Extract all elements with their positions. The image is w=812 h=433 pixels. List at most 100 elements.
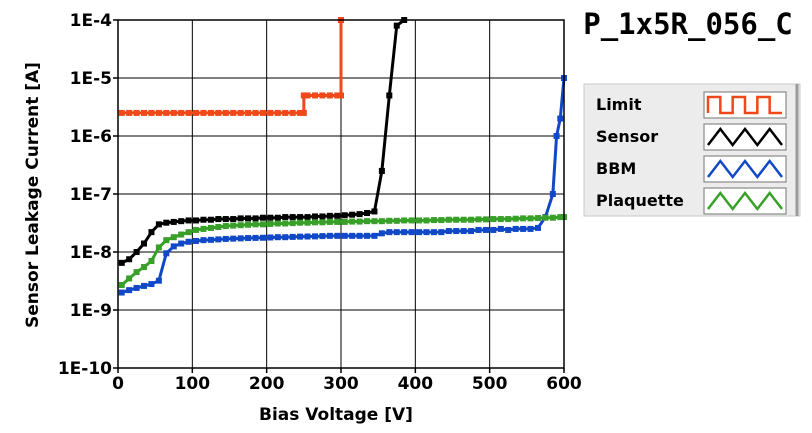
data-point bbox=[386, 217, 393, 224]
data-point bbox=[200, 237, 207, 244]
data-point bbox=[222, 216, 229, 223]
data-point bbox=[527, 215, 534, 222]
data-point bbox=[311, 213, 318, 220]
data-point bbox=[222, 235, 229, 242]
data-point bbox=[378, 167, 385, 174]
data-point bbox=[245, 221, 252, 228]
data-point bbox=[245, 235, 252, 242]
legend-label-bbm: BBM bbox=[596, 159, 636, 178]
data-point bbox=[245, 215, 252, 222]
data-point bbox=[215, 223, 222, 230]
data-point bbox=[430, 229, 437, 236]
data-point bbox=[259, 234, 266, 241]
data-point bbox=[326, 232, 333, 239]
data-point bbox=[274, 234, 281, 241]
data-point bbox=[338, 92, 344, 99]
chart-title: P_1x5R_056_C bbox=[583, 7, 793, 41]
data-point bbox=[386, 229, 393, 236]
y-tick-label: 1E-4 bbox=[70, 11, 112, 31]
data-point bbox=[185, 229, 192, 236]
data-point bbox=[252, 215, 259, 222]
data-point bbox=[319, 233, 326, 240]
data-point bbox=[453, 228, 460, 235]
data-point bbox=[252, 234, 259, 241]
data-point bbox=[297, 219, 304, 226]
data-point bbox=[490, 216, 497, 223]
data-point bbox=[237, 215, 244, 222]
data-point bbox=[274, 109, 281, 116]
data-point bbox=[416, 229, 423, 236]
x-tick-label: 500 bbox=[472, 374, 508, 394]
data-point bbox=[289, 109, 296, 116]
y-tick-label: 1E-9 bbox=[70, 301, 112, 321]
data-point bbox=[393, 229, 400, 236]
series-bbm bbox=[118, 75, 567, 296]
data-point bbox=[245, 109, 252, 116]
legend-line-bbm bbox=[707, 158, 783, 180]
data-point bbox=[304, 214, 311, 221]
data-point bbox=[267, 214, 274, 221]
data-point bbox=[133, 249, 140, 255]
data-point bbox=[349, 232, 356, 239]
data-point bbox=[118, 109, 125, 116]
data-point bbox=[334, 92, 341, 99]
data-point bbox=[193, 217, 200, 224]
x-tick-label: 200 bbox=[249, 374, 285, 394]
data-point bbox=[207, 224, 214, 231]
data-point bbox=[222, 223, 229, 230]
data-point bbox=[349, 218, 356, 225]
data-point bbox=[460, 228, 467, 235]
data-point bbox=[178, 231, 185, 238]
series-plaquette bbox=[118, 214, 567, 288]
data-point bbox=[520, 215, 527, 222]
data-point bbox=[319, 213, 326, 220]
legend-label-sensor: Sensor bbox=[596, 127, 658, 146]
x-tick-label: 100 bbox=[175, 374, 211, 394]
data-point bbox=[356, 232, 363, 239]
data-point bbox=[468, 228, 475, 235]
y-tick-label: 1E-10 bbox=[58, 359, 112, 379]
axis-layer: 0 100 200 300 400 500 600 1E-10 1E-9 1E-8 1E-7 1E-6… bbox=[58, 11, 582, 394]
data-point bbox=[193, 226, 200, 233]
data-point bbox=[141, 264, 148, 271]
data-point bbox=[126, 256, 133, 263]
data-point bbox=[534, 224, 541, 231]
data-point bbox=[445, 228, 452, 235]
legend: Limit Sensor BBM Plaquette bbox=[583, 83, 801, 217]
data-point bbox=[445, 216, 452, 223]
data-point bbox=[267, 234, 274, 241]
data-point bbox=[297, 109, 304, 116]
data-point bbox=[304, 92, 311, 99]
y-tick-label: 1E-6 bbox=[70, 127, 112, 147]
data-point bbox=[334, 212, 341, 219]
data-point bbox=[497, 225, 504, 232]
data-point bbox=[274, 214, 281, 221]
series-limit bbox=[118, 17, 344, 116]
legend-items: Limit Sensor BBM Plaquette bbox=[596, 91, 787, 215]
data-point bbox=[438, 217, 445, 224]
data-point bbox=[237, 109, 244, 116]
legend-line-plaquette bbox=[707, 190, 783, 212]
x-tick-label: 400 bbox=[398, 374, 434, 394]
data-point bbox=[557, 115, 564, 122]
data-point bbox=[297, 233, 304, 240]
data-point bbox=[438, 229, 445, 236]
data-point bbox=[207, 109, 214, 116]
data-point bbox=[215, 236, 222, 243]
data-point bbox=[534, 215, 541, 222]
data-point bbox=[364, 218, 371, 225]
data-point bbox=[282, 234, 289, 241]
data-point bbox=[401, 217, 408, 224]
data-point bbox=[148, 257, 155, 264]
data-point bbox=[401, 229, 408, 236]
data-point bbox=[215, 216, 222, 223]
x-tick-label: 0 bbox=[112, 374, 124, 394]
data-point bbox=[230, 222, 237, 229]
y-axis-title: Sensor Leakage Current [A] bbox=[23, 62, 43, 328]
data-point bbox=[475, 226, 482, 233]
data-point bbox=[349, 211, 356, 218]
data-point bbox=[141, 282, 148, 289]
y-tick-label: 1E-8 bbox=[70, 243, 112, 263]
data-point bbox=[341, 218, 348, 225]
y-tick-label: 1E-7 bbox=[70, 185, 112, 205]
